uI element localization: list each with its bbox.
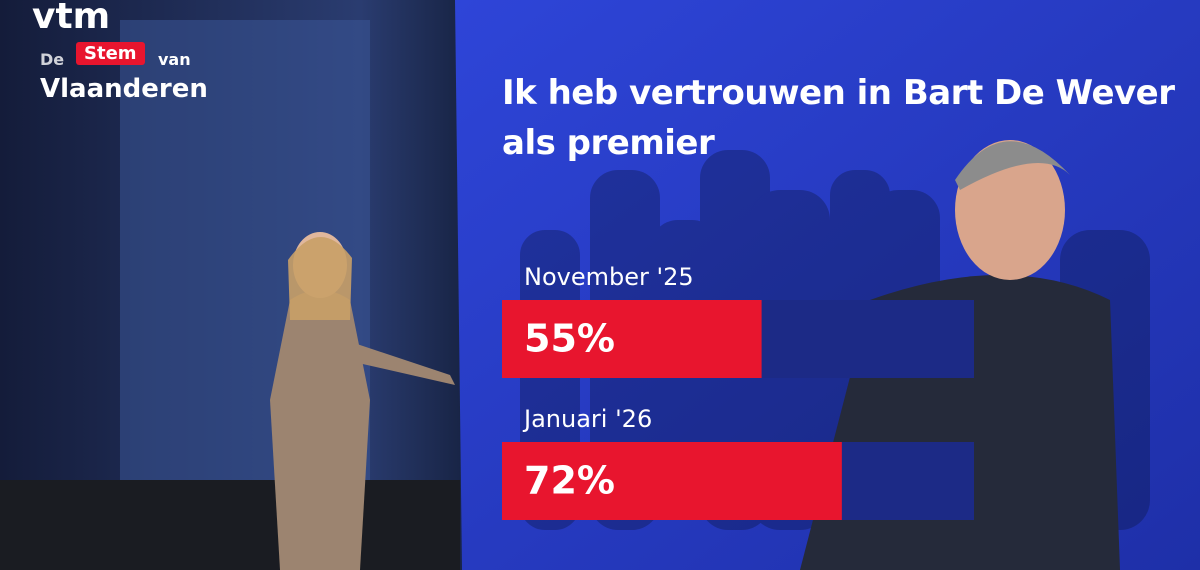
floor xyxy=(0,480,460,570)
speaker-hair xyxy=(955,141,1070,190)
presenter xyxy=(270,290,370,570)
category-label: Januari '26 xyxy=(522,405,652,433)
chart-title: Ik heb vertrouwen in Bart De Wever als p… xyxy=(502,73,1175,163)
value-label: 55% xyxy=(524,317,615,361)
value-label: 72% xyxy=(524,459,615,503)
logo-word: van xyxy=(158,50,191,69)
presenter-hair xyxy=(288,236,352,320)
category-label: November '25 xyxy=(524,263,694,291)
logo-word: De xyxy=(40,50,65,69)
bar xyxy=(502,442,842,520)
logo-word: Vlaanderen xyxy=(40,74,208,104)
bar xyxy=(502,300,762,378)
presenter-arm xyxy=(345,340,455,385)
logo-word: Stem xyxy=(76,42,145,65)
logo-brand: vtm xyxy=(32,0,111,37)
